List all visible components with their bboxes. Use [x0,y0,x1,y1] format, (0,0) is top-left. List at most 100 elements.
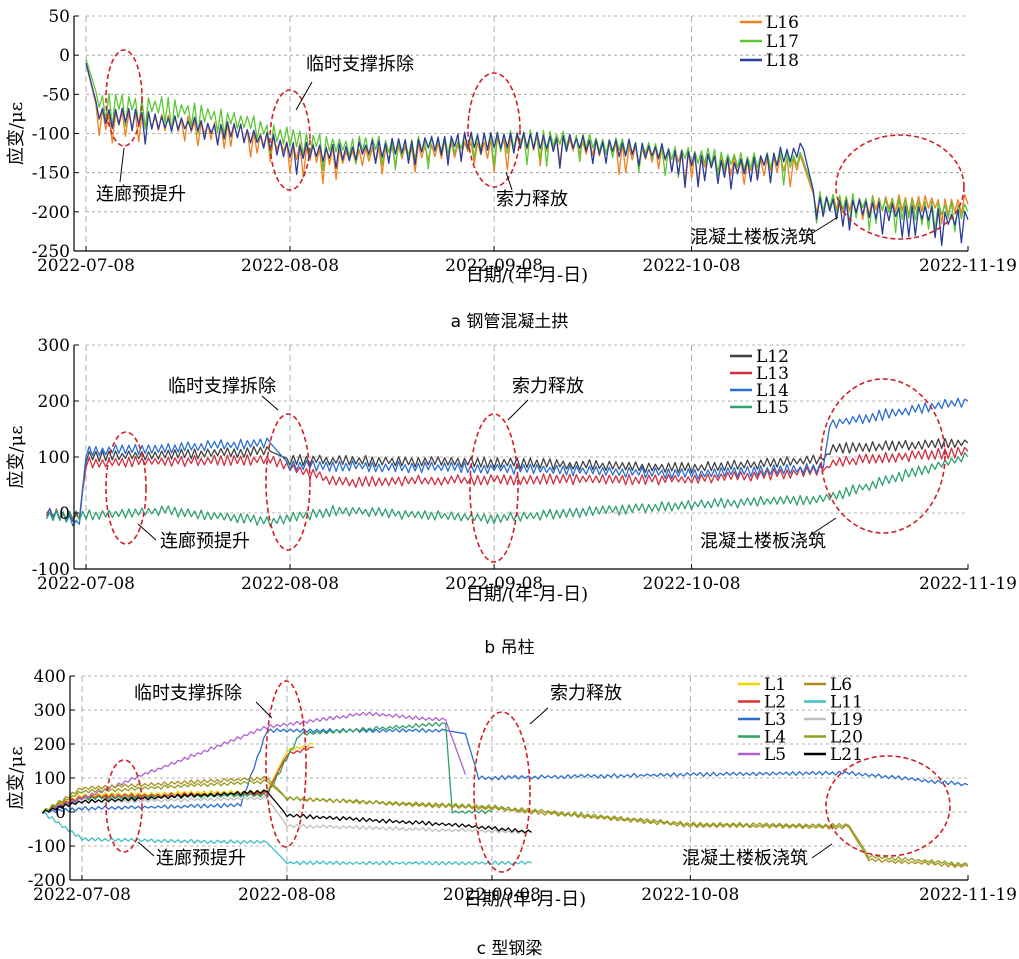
panel-a-y-tick-label: -200 [32,203,70,223]
panel-c-legend-label-L6: L6 [830,675,852,695]
panel-a-x-tick-label: 2022-09-08 [445,256,543,276]
panel-c-x-tick-label: 2022-11-19 [919,885,1017,905]
panel-a-x-axis-label: 日期/(年-月-日) [466,265,588,286]
panel-b-legend-label-L14: L14 [756,381,789,401]
panel-a-y-tick-label: -100 [32,125,70,145]
panel-b-series-L15 [45,452,969,528]
panel-b-annotation-ellipse [820,378,946,534]
panel-a-annotation-label: 索力释放 [496,189,568,210]
panel-c-series-L1 [41,742,314,814]
panel-c-x-tick-label: 2022-09-08 [443,885,541,905]
panel-a-annotation-ellipse [835,134,965,240]
panel-c-y-tick-label: 200 [34,735,66,755]
panel-b-annotation-ellipse [105,431,147,545]
panel-b-x-tick-label: 2022-08-08 [241,574,339,594]
panel-c-legend-label-L5: L5 [764,745,786,765]
panel-a-annotation-label: 临时支撑拆除 [306,54,414,75]
panel-a-annotation-label: 连廊预提升 [96,184,186,205]
panel-a-y-tick-label: 50 [48,7,70,27]
panel-b-x-tick-label: 2022-07-08 [37,574,135,594]
panel-c-annotation-label: 混凝土楼板浇筑 [682,848,808,869]
panel-c-legend-label-L20: L20 [830,728,863,748]
panel-c-y-axis-label: 应变/με [6,746,27,809]
panel-b-annotation-ellipse [265,413,311,551]
panel-c-annotation-leader [529,707,549,725]
panel-a-annotation-ellipse [467,72,521,188]
panel-b-y-tick-label: 100 [38,448,70,468]
panel-b-annotation-label: 临时支撑拆除 [168,376,276,397]
panel-a-annotation-leader [805,216,839,238]
panel-b-annotation-leader [137,523,157,541]
panel-c-legend-label-L19: L19 [830,710,863,730]
panel-a-annotation-label: 混凝土楼板浇筑 [690,227,816,248]
caption-panel-a: a 钢管混凝土拱 [450,312,569,332]
panel-c-annotation-leader [811,843,833,859]
panel-b-y-tick-label: -100 [32,560,70,580]
panel-b-series-L13 [45,446,969,522]
panel-a-x-tick-label: 2022-08-08 [241,256,339,276]
panel-c-y-tick-label: 300 [34,701,66,721]
panel-a-y-tick-label: -50 [43,85,70,105]
panel-a-legend-label-L17: L17 [766,32,799,52]
panel-a-annotation-ellipse [269,89,311,191]
panel-c-x-axis-label: 日期/(年-月-日) [464,889,586,910]
panel-b-series-L14 [45,397,969,527]
panel-c-annotation-label: 索力释放 [550,683,622,704]
panel-b-annotation-leader [261,395,279,411]
panel-c-annotation-label: 连廊预提升 [156,848,246,869]
panel-a-annotation-leader [295,81,313,111]
panel-c-annotation-ellipse [473,711,531,873]
panel-a-annotation-ellipse [105,49,143,147]
panel-b-x-tick-label: 2022-11-19 [919,574,1017,594]
panel-a-legend-label-L18: L18 [766,51,799,71]
panel-a-series-L18 [85,62,969,247]
panel-c-series-L6 [41,775,969,868]
panel-b-annotation-leader [811,517,837,535]
panel-c-x-tick-label: 2022-08-08 [238,885,336,905]
panel-b-legend-label-L15: L15 [756,398,789,418]
panel-c-legend-label-L4: L4 [764,728,786,748]
panel-a-legend-label-L16: L16 [766,13,799,33]
panel-c-y-tick-label: -100 [28,837,66,857]
panel-b-x-tick-label: 2022-09-08 [445,574,543,594]
panel-a-annotation-leader [505,171,513,191]
caption-panel-b: b 吊柱 [484,638,535,658]
panel-b-y-axis-label: 应变/με [6,425,27,488]
panel-c-annotation-leader [137,841,155,857]
panel-c-legend-label-L2: L2 [764,693,786,713]
panel-c-annotation-ellipse [265,680,307,848]
panel-c-series-L19 [41,796,532,835]
panel-b-annotation-leader [507,399,529,421]
panel-b-y-tick-label: 300 [38,336,70,356]
panel-a-y-axis-label: 应变/με [6,102,27,165]
panel-c-annotation-ellipse [825,755,951,857]
panel-c-annotation-ellipse [105,759,143,853]
panel-c-annotation-leader [255,701,273,719]
panel-b-x-tick-label: 2022-10-08 [643,574,741,594]
panel-a-x-tick-label: 2022-07-08 [37,256,135,276]
panel-b-annotation-ellipse [469,413,519,563]
panel-c-y-tick-label: 400 [34,667,66,687]
panel-c-y-tick-label: -200 [28,871,66,891]
panel-c-y-tick-label: 100 [34,769,66,789]
panel-c-x-tick-label: 2022-10-08 [641,885,739,905]
panel-a-y-tick-label: -250 [32,242,70,262]
panel-c-annotation-label: 临时支撑拆除 [134,683,242,704]
caption-panel-c: c 型钢梁 [476,939,543,959]
panel-a-x-tick-label: 2022-10-08 [643,256,741,276]
panel-b-legend-label-L12: L12 [756,347,789,367]
panel-b-annotation-label: 混凝土楼板浇筑 [700,531,826,552]
panel-a-annotation-leader [119,147,125,183]
panel-c-series-L21 [41,789,532,834]
panel-a-y-tick-label: -150 [32,164,70,184]
panel-c-legend-label-L21: L21 [830,745,863,765]
panel-c-legend-label-L1: L1 [764,675,786,695]
panel-a-x-tick-label: 2022-11-19 [919,256,1017,276]
panel-c-legend-label-L3: L3 [764,710,786,730]
panel-c-x-tick-label: 2022-07-08 [33,885,131,905]
panel-a-series-L17 [85,58,969,234]
panel-c-series-L11 [42,812,532,866]
panel-a-y-tick-label: 0 [59,46,70,66]
panel-b-y-tick-label: 0 [59,504,70,524]
